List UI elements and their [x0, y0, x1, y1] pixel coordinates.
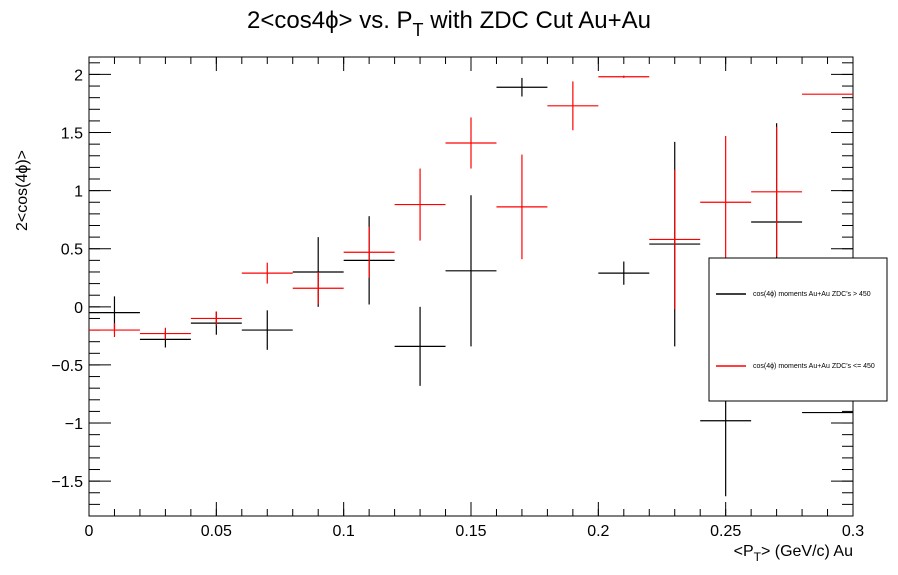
- y-tick-label: 2: [74, 67, 83, 84]
- y-tick-label: −1: [65, 416, 83, 433]
- data-point: [598, 75, 650, 78]
- x-tick-label: 0: [85, 523, 94, 540]
- data-point: [292, 271, 344, 305]
- legend: cos(4ϕ) moments Au+Au ZDC's > 450 cos(4ϕ…: [708, 257, 888, 402]
- data-point: [547, 81, 599, 131]
- chart-title: 2<cos4ϕ> vs. PT with ZDC Cut Au+Au: [247, 7, 651, 40]
- data-point: [700, 136, 752, 269]
- y-tick-label: 1: [74, 184, 83, 201]
- y-axis-label: 2<cos(4ϕ)>: [14, 150, 31, 231]
- y-tick-label: −1.5: [51, 474, 83, 491]
- data-point: [190, 311, 242, 326]
- data-point: [394, 168, 446, 241]
- x-tick-label: 0.3: [842, 523, 864, 540]
- data-point: [751, 126, 803, 257]
- data-point: [598, 261, 650, 285]
- data-point: [496, 77, 548, 97]
- x-tick-label: 0.25: [710, 523, 741, 540]
- data-point: [343, 226, 395, 278]
- data-point: [241, 262, 293, 284]
- data-point: [139, 327, 191, 340]
- x-tick-label: 0.1: [333, 523, 355, 540]
- data-point: [394, 306, 446, 386]
- x-tick-label: 0.05: [201, 523, 232, 540]
- y-tick-label: 0: [74, 300, 83, 317]
- data-point: [241, 310, 293, 350]
- data-point: [445, 117, 497, 169]
- data-point: [89, 323, 140, 338]
- y-tick-label: −0.5: [51, 358, 83, 375]
- y-tick-label: 1.5: [61, 126, 83, 143]
- series-2: [89, 75, 853, 340]
- legend-label-series-1: cos(4ϕ) moments Au+Au ZDC's > 450: [753, 291, 871, 298]
- x-tick-label: 0.2: [587, 523, 609, 540]
- data-point: [445, 195, 497, 347]
- legend-box: [708, 257, 888, 402]
- y-tick-label: 0.5: [61, 242, 83, 259]
- legend-label-series-2: cos(4ϕ) moments Au+Au ZDC's <= 450: [753, 363, 875, 370]
- x-axis-label: <PT> (GeV/c) Au: [734, 543, 853, 564]
- data-point: [496, 154, 548, 260]
- x-tick-label: 0.15: [455, 523, 486, 540]
- data-point: [649, 169, 701, 310]
